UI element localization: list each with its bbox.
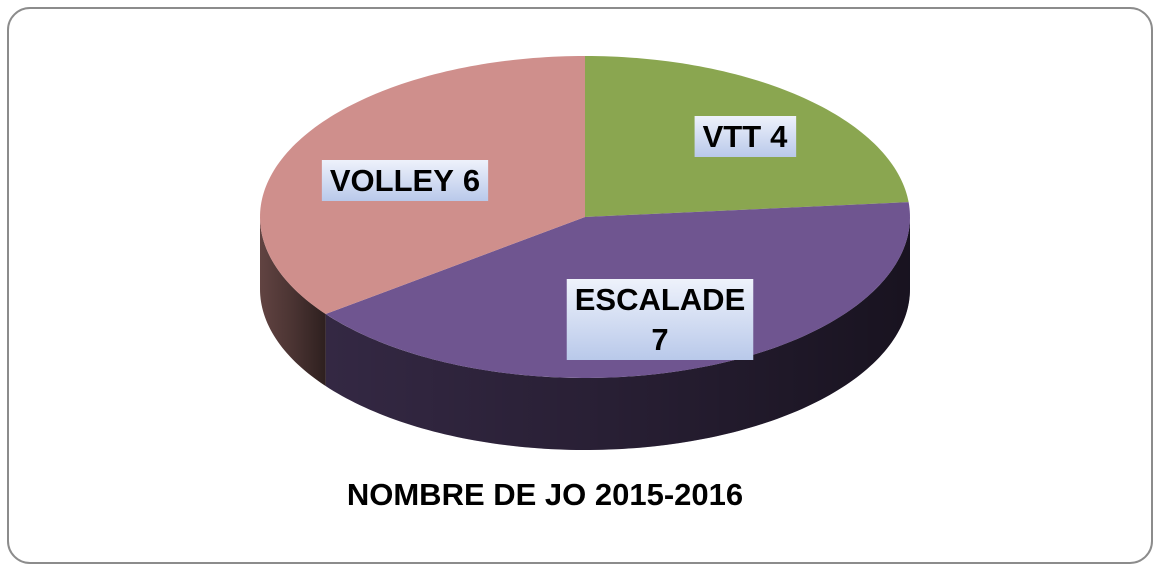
data-label-category: VTT (703, 119, 762, 154)
data-label-text: VTT 4 (703, 119, 789, 154)
data-label-value: 4 (770, 119, 788, 154)
data-label: ESCALADE 7 (566, 279, 754, 360)
data-label: VOLLEY 6 (321, 160, 489, 201)
data-label-value: 6 (463, 163, 480, 198)
data-label-value: 7 (651, 322, 668, 357)
data-label: VTT 4 (694, 116, 797, 157)
data-label-text: ESCALADE 7 (575, 282, 746, 357)
data-label-text: VOLLEY 6 (330, 163, 480, 198)
data-label-box (566, 279, 754, 360)
data-label-category: ESCALADE (575, 282, 746, 317)
chart-title: NOMBRE DE JO 2015-2016 (347, 477, 743, 512)
data-label-box (321, 160, 489, 201)
data-label-box (694, 116, 797, 157)
pie: VTT 4 ESCALADE 7 VOLLEY 6 (260, 56, 910, 450)
data-label-category: VOLLEY (330, 163, 454, 198)
